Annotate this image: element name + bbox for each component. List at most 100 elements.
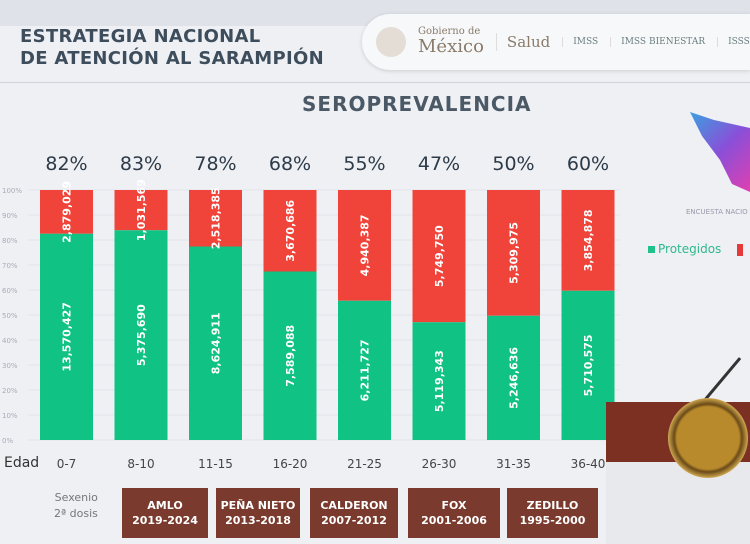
data-label-unprotected: 4,940,387	[359, 214, 372, 276]
data-label-protegidos: 13,570,427	[61, 302, 74, 372]
sexenio-label: Sexenio 2ª dosis	[54, 490, 98, 522]
legend: Protegidos	[648, 242, 744, 256]
data-label-protegidos: 7,589,088	[284, 325, 297, 387]
gobierno-small-text: Gobierno de	[418, 26, 481, 37]
issste-logo: ISSSTE	[717, 37, 750, 47]
sexenio-box: CALDERON 2007-2012	[310, 488, 398, 538]
sexenio-name: CALDERON	[320, 499, 388, 512]
data-label-protegidos: 5,710,575	[582, 334, 595, 396]
data-label-unprotected: 5,749,750	[433, 225, 446, 287]
bar-segment-protegidos	[189, 246, 242, 440]
bar-segment-unprotected	[40, 190, 93, 234]
percent-label: 50%	[492, 153, 534, 175]
x-tick-label: 21-25	[347, 457, 382, 471]
sexenio-years: 2013-2018	[225, 514, 291, 527]
data-label-protegidos: 8,624,911	[210, 312, 223, 374]
y-tick-label: 70%	[2, 262, 18, 270]
y-tick-label: 90%	[2, 212, 18, 220]
data-label-protegidos: 6,211,727	[359, 339, 372, 401]
y-tick-label: 30%	[2, 362, 18, 370]
data-label-unprotected: 5,309,975	[508, 222, 521, 284]
divider	[0, 82, 750, 83]
percent-label: 47%	[418, 153, 460, 175]
x-axis-label: Edad	[4, 455, 40, 471]
percent-label: 68%	[269, 153, 311, 175]
data-label-unprotected: 1,031,569	[135, 179, 148, 241]
title-line-1: ESTRATEGIA NACIONAL	[20, 26, 261, 47]
y-tick-label: 60%	[2, 287, 18, 295]
bar-segment-protegidos	[114, 230, 168, 440]
sexenio-years: 2001-2006	[421, 514, 487, 527]
sexenio-line-1: Sexenio	[54, 491, 98, 504]
sexenio-box: AMLO 2019-2024	[122, 488, 208, 538]
y-tick-label: 80%	[2, 237, 18, 245]
sexenio-name: PEÑA NIETO	[220, 499, 296, 512]
y-tick-label: 40%	[2, 337, 18, 345]
x-tick-label: 11-15	[198, 457, 233, 471]
bar-segment-protegidos	[561, 290, 615, 440]
gobierno-logo: Gobierno de México	[418, 27, 484, 57]
slide-title: ESTRATEGIA NACIONAL DE ATENCIÓN AL SARAM…	[20, 26, 324, 70]
y-tick-label: 20%	[2, 387, 18, 395]
data-label-unprotected: 2,518,385	[210, 187, 223, 249]
gobierno-big-text: México	[418, 36, 484, 57]
government-seal-icon	[376, 27, 406, 57]
x-tick-label: 16-20	[273, 457, 308, 471]
salud-logo: Salud	[495, 33, 550, 51]
sexenio-box: ZEDILLO 1995-2000	[507, 488, 598, 538]
y-tick-label: 100%	[2, 187, 22, 195]
percent-label: 55%	[343, 153, 385, 175]
bar-segment-unprotected	[487, 190, 540, 316]
encuesta-label: ENCUESTA NACIO	[686, 208, 748, 216]
bar-segment-unprotected	[412, 190, 466, 323]
x-tick-label: 0-7	[57, 457, 77, 471]
sexenio-name: FOX	[441, 499, 467, 512]
x-tick-label: 26-30	[422, 457, 457, 471]
data-label-unprotected: 3,670,686	[284, 199, 297, 261]
data-label-protegidos: 5,246,636	[508, 347, 521, 409]
sexenio-name: AMLO	[147, 499, 183, 512]
title-line-2: DE ATENCIÓN AL SARAMPIÓN	[20, 48, 324, 69]
y-tick-label: 0%	[2, 437, 13, 445]
national-seal-icon	[668, 398, 748, 478]
bar-segment-protegidos	[487, 315, 540, 440]
sexenio-years: 1995-2000	[519, 514, 586, 527]
percent-label: 78%	[194, 153, 236, 175]
bar-segment-unprotected	[561, 190, 615, 291]
sexenio-line-2: 2ª dosis	[54, 507, 98, 520]
bar-segment-unprotected	[338, 190, 391, 301]
chart-title: SEROPREVALENCIA	[302, 92, 532, 116]
podium-base	[606, 462, 750, 544]
x-tick-label: 36-40	[571, 457, 606, 471]
bar-segment-unprotected	[263, 190, 317, 272]
data-label-unprotected: 2,879,029	[61, 181, 74, 243]
bar-segment-protegidos	[412, 322, 466, 440]
sexenio-years: 2019-2024	[132, 514, 198, 527]
data-label-protegidos: 5,375,690	[135, 304, 148, 366]
bar-segment-unprotected	[189, 190, 242, 247]
percent-label: 60%	[567, 153, 609, 175]
bar-segment-unprotected	[114, 190, 168, 231]
bar-segment-protegidos	[263, 271, 317, 440]
percent-label: 83%	[120, 153, 162, 175]
imss-bienestar-logo: IMSS BIENESTAR	[610, 37, 705, 47]
data-label-protegidos: 5,119,343	[433, 350, 446, 412]
x-tick-label: 31-35	[496, 457, 531, 471]
legend-swatch-other	[737, 243, 744, 256]
legend-label-protegidos: Protegidos	[658, 242, 722, 256]
y-tick-label: 10%	[2, 412, 18, 420]
y-tick-label: 50%	[2, 312, 18, 320]
sexenio-box: FOX 2001-2006	[408, 488, 500, 538]
imss-logo: IMSS	[562, 37, 598, 47]
sexenio-years: 2007-2012	[321, 514, 387, 527]
x-tick-label: 8-10	[127, 457, 154, 471]
sexenio-name: ZEDILLO	[526, 499, 579, 512]
sexenio-box: PEÑA NIETO 2013-2018	[216, 488, 300, 538]
bar-segment-protegidos	[338, 300, 391, 440]
data-label-unprotected: 3,854,878	[582, 209, 595, 271]
bar-segment-protegidos	[40, 233, 93, 440]
percent-label: 82%	[45, 153, 87, 175]
legend-swatch-protegidos	[648, 246, 655, 253]
logo-bar: Gobierno de México Salud IMSS IMSS BIENES…	[362, 14, 750, 70]
